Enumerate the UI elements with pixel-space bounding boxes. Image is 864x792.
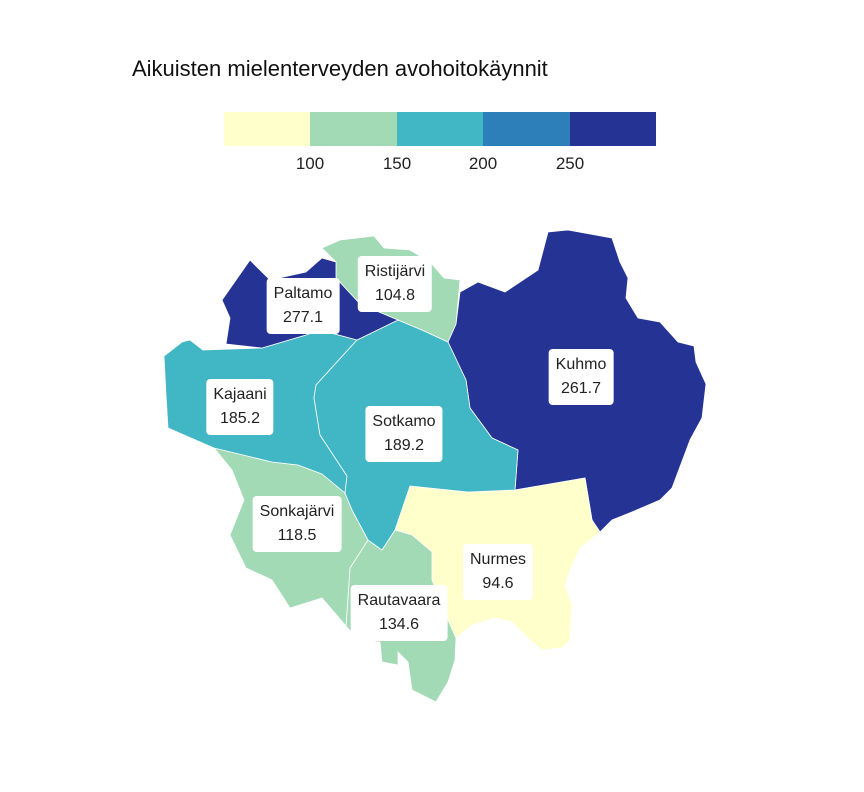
region-name: Rautavaara [357, 592, 441, 609]
legend-swatch-5 [569, 112, 657, 146]
region-label-rautavaara: Rautavaara 134.6 [350, 585, 448, 641]
region-label-nurmes: Nurmes 94.6 [462, 544, 534, 600]
region-label-ristijarvi: Ristijärvi 104.8 [357, 256, 433, 312]
region-name: Sonkajärvi [259, 503, 335, 520]
region-name: Kuhmo [555, 356, 607, 373]
region-name: Kajaani [213, 386, 267, 403]
legend-swatch-4 [483, 112, 570, 146]
region-name: Paltamo [273, 285, 333, 302]
legend-tick: 100 [295, 154, 325, 173]
color-legend [224, 112, 657, 146]
legend-tick: 250 [555, 154, 585, 173]
region-value: 118.5 [277, 527, 317, 544]
legend-ticks: 100 150 200 250 [224, 154, 656, 174]
legend-tick: 200 [468, 154, 498, 173]
region-name: Ristijärvi [364, 263, 426, 280]
region-value: 189.2 [383, 437, 425, 454]
legend-swatch-2 [310, 112, 397, 146]
region-label-paltamo: Paltamo 277.1 [266, 278, 340, 334]
region-label-sonkajarvi: Sonkajärvi 118.5 [252, 496, 342, 552]
region-value: 94.6 [482, 575, 514, 592]
region-label-sotkamo: Sotkamo 189.2 [365, 406, 443, 462]
region-name: Nurmes [469, 551, 527, 568]
region-value: 134.6 [378, 616, 420, 633]
legend-swatch-1 [224, 112, 311, 146]
region-label-kuhmo: Kuhmo 261.7 [548, 349, 614, 405]
region-value: 104.8 [374, 287, 416, 304]
region-value: 185.2 [219, 410, 261, 427]
region-value: 277.1 [282, 309, 324, 326]
map-title: Aikuisten mielenterveyden avohoitokäynni… [132, 56, 548, 81]
legend-tick: 150 [382, 154, 412, 173]
region-value: 261.7 [560, 380, 602, 397]
legend-swatch-3 [396, 112, 484, 146]
region-name: Sotkamo [372, 413, 436, 430]
region-label-kajaani: Kajaani 185.2 [206, 379, 274, 435]
